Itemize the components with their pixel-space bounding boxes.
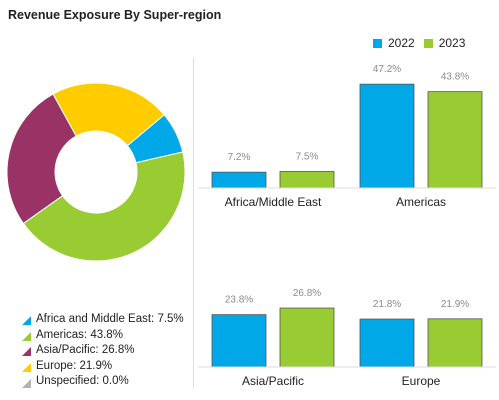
- bar-value-label: 47.2%: [373, 64, 401, 75]
- bar-americas-2023: [427, 91, 483, 189]
- category-label-europe: Europe: [402, 374, 441, 388]
- bar-value-label: 21.9%: [441, 299, 469, 310]
- bar-value-label: 43.8%: [441, 72, 469, 83]
- category-label-americas: Americas: [396, 195, 446, 209]
- bar-value-label: 21.8%: [373, 299, 401, 310]
- bar-asia-pacific-2022: [211, 314, 267, 368]
- chart-title: Revenue Exposure By Super-region: [8, 8, 222, 22]
- bar-europe-2023: [427, 318, 483, 368]
- bar-americas-2022: [359, 83, 415, 189]
- series-legend-item-2022: 2022: [373, 36, 415, 50]
- category-label-asia-pacific: Asia/Pacific: [242, 374, 304, 388]
- legend-label: Europe: 21.9%: [36, 359, 113, 372]
- donut-slice-americas: [22, 151, 186, 262]
- legend-marker-icon: [22, 315, 31, 326]
- bar-africa-middle-east-2022: [211, 171, 267, 189]
- legend-marker-icon: [22, 362, 31, 373]
- series-swatch-2023: [423, 38, 433, 48]
- legend-item-unspecified: Unspecified: 0.0%: [22, 374, 184, 390]
- panel-divider: [193, 58, 194, 388]
- legend-marker-icon: [22, 378, 31, 388]
- legend-marker-icon: [22, 346, 31, 357]
- bar-value-label: 7.2%: [228, 152, 251, 163]
- legend-label: Unspecified: 0.0%: [36, 375, 129, 388]
- donut-chart: [6, 82, 186, 262]
- bar-value-label: 26.8%: [293, 288, 321, 299]
- legend-label: Africa and Middle East: 7.5%: [36, 313, 184, 325]
- legend-label: Americas: 43.8%: [36, 328, 123, 341]
- bar-value-label: 7.5%: [296, 152, 319, 163]
- legend-label: Asia/Pacific: 26.8%: [36, 344, 135, 357]
- category-label-africa-middle-east: Africa/Middle East: [225, 195, 322, 209]
- legend-marker-icon: [22, 331, 31, 341]
- series-legend-item-2023: 2023: [423, 36, 466, 50]
- legend-item-asia-pacific: Asia/Pacific: 26.8%: [22, 343, 184, 359]
- series-swatch-2022: [373, 38, 382, 48]
- donut-slice-asia-pacific: [6, 93, 77, 225]
- legend-item-africa-middle-east: Africa and Middle East: 7.5%: [22, 312, 184, 328]
- legend-item-europe: Europe: 21.9%: [22, 359, 184, 375]
- series-legend: 2022 2023: [373, 36, 474, 50]
- bar-europe-2022: [359, 318, 415, 368]
- series-label-2023: 2023: [438, 36, 466, 50]
- legend-item-americas: Americas: 43.8%: [22, 328, 184, 344]
- series-label-2022: 2022: [388, 36, 415, 50]
- donut-slice-europe: [52, 82, 165, 147]
- donut-legend: Africa and Middle East: 7.5% Americas: 4…: [22, 312, 184, 390]
- bar-value-label: 23.8%: [225, 295, 253, 306]
- bar-africa-middle-east-2023: [279, 171, 335, 189]
- bar-asia-pacific-2023: [279, 307, 335, 368]
